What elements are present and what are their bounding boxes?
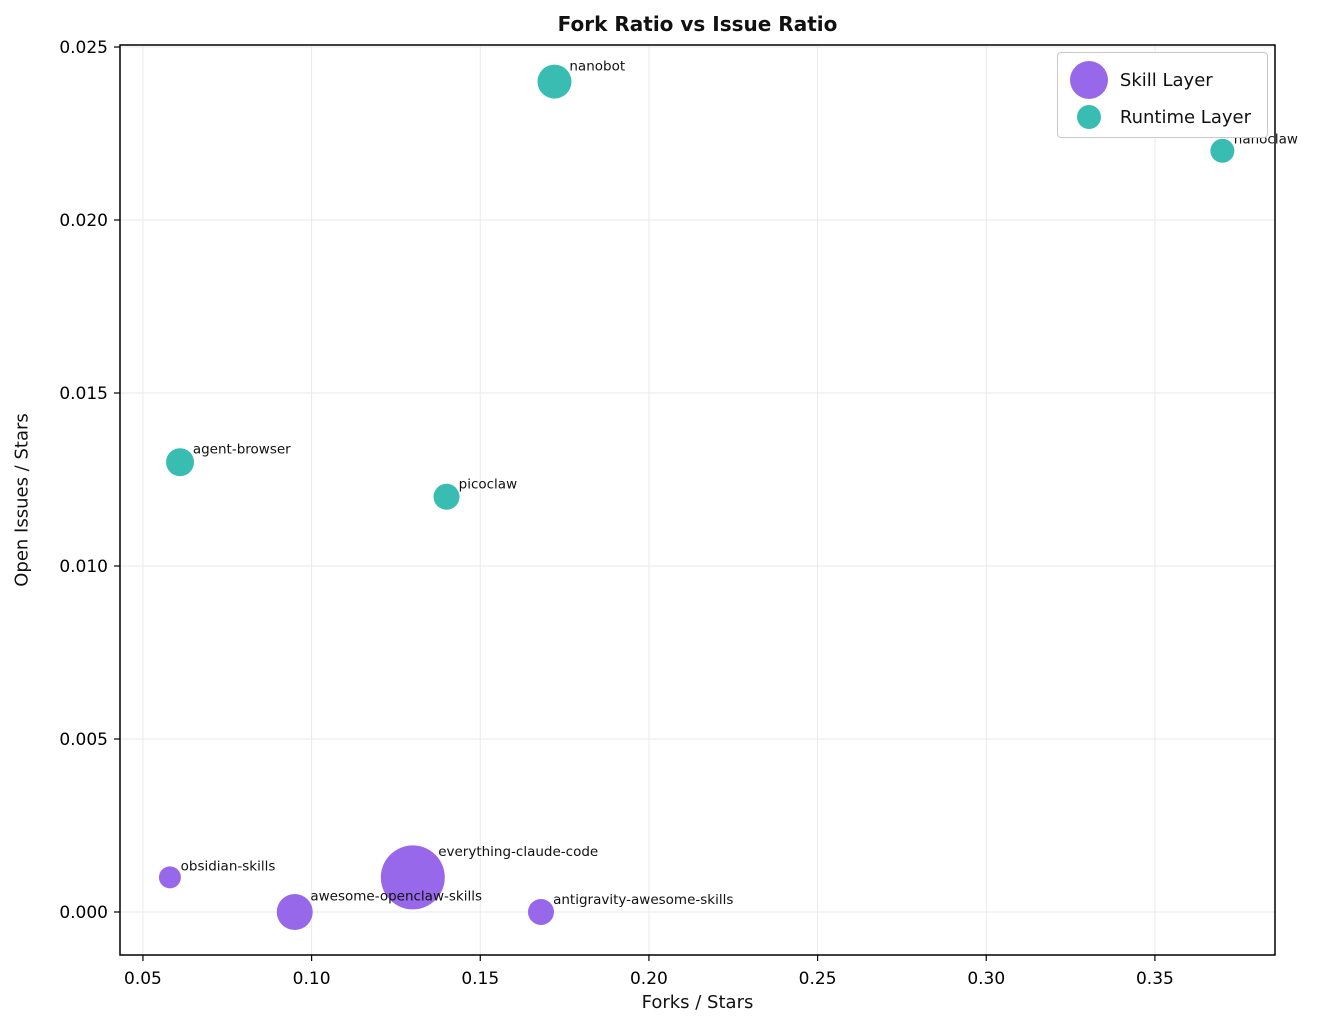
- scatter-point-picoclaw: [433, 483, 460, 510]
- legend-label: Skill Layer: [1119, 69, 1213, 91]
- chart-title: Fork Ratio vs Issue Ratio: [557, 12, 838, 36]
- point-label-nanobot: nanobot: [569, 59, 625, 75]
- point-label-obsidian-skills: obsidian-skills: [181, 859, 276, 875]
- legend-marker-column: [1068, 61, 1110, 99]
- plot-border: [119, 44, 1276, 956]
- y-tick-label: 0.000: [59, 903, 108, 923]
- scatter-point-nanoclaw: [1210, 138, 1235, 163]
- x-tick-label: 0.05: [124, 969, 162, 989]
- skill-layer-marker-icon: [1069, 61, 1108, 99]
- y-tick-label: 0.010: [59, 557, 108, 577]
- x-tick-label: 0.20: [630, 969, 668, 989]
- point-label-agent-browser: agent-browser: [193, 441, 291, 457]
- y-axis-label: Open Issues / Stars: [11, 413, 33, 587]
- y-tick-label: 0.025: [59, 38, 108, 58]
- runtime-layer-marker-icon: [1076, 105, 1101, 129]
- scatter-point-antigravity-awesome-skills: [527, 898, 554, 925]
- y-tick-label: 0.005: [59, 730, 108, 750]
- x-tick-label: 0.30: [967, 969, 1005, 989]
- legend-item-skill-layer: Skill Layer: [1068, 61, 1251, 99]
- x-tick-label: 0.25: [799, 969, 837, 989]
- scatter-point-obsidian-skills: [158, 866, 181, 889]
- point-label-awesome-openclaw-skills: awesome-openclaw-skills: [310, 888, 482, 904]
- x-tick-label: 0.35: [1136, 969, 1174, 989]
- y-tick-label: 0.020: [59, 211, 108, 231]
- point-label-antigravity-awesome-skills: antigravity-awesome-skills: [553, 892, 733, 908]
- legend-marker-column: [1068, 105, 1110, 129]
- scatter-point-nanobot: [537, 64, 572, 99]
- scatter-point-agent-browser: [166, 448, 195, 477]
- scatter-point-everything-claude-code: [380, 845, 445, 910]
- legend-label: Runtime Layer: [1119, 106, 1251, 128]
- legend: Skill Layer Runtime Layer: [1056, 52, 1268, 138]
- scatter-point-awesome-openclaw-skills: [276, 893, 313, 930]
- x-tick-label: 0.10: [293, 969, 331, 989]
- x-axis-label: Forks / Stars: [641, 992, 754, 1013]
- y-tick-label: 0.015: [59, 384, 108, 404]
- legend-item-runtime-layer: Runtime Layer: [1068, 105, 1251, 129]
- x-tick-label: 0.15: [461, 969, 499, 989]
- point-label-picoclaw: picoclaw: [459, 477, 518, 493]
- point-label-everything-claude-code: everything-claude-code: [438, 844, 598, 860]
